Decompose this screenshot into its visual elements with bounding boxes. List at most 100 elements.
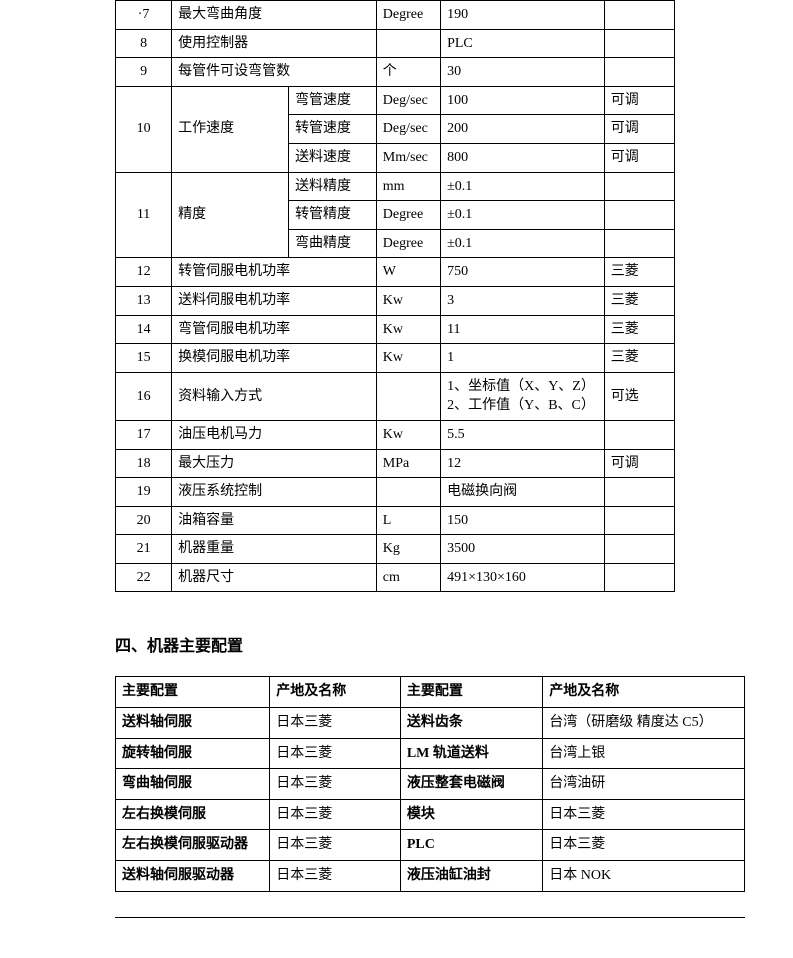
table-cell: 日本三菱 — [543, 830, 745, 861]
row-note — [604, 563, 674, 592]
table-cell: 日本三菱 — [543, 799, 745, 830]
row-name: 使用控制器 — [172, 29, 377, 58]
table-header-cell: 主要配置 — [116, 677, 270, 708]
row-value: 30 — [441, 58, 605, 87]
row-value: 200 — [441, 115, 605, 144]
table-cell: 送料轴伺服驱动器 — [116, 861, 270, 892]
config-table: 主要配置产地及名称主要配置产地及名称送料轴伺服日本三菱送料齿条台湾（研磨级 精度… — [115, 676, 745, 891]
table-row: 11精度送料精度mm±0.1 — [116, 172, 675, 201]
row-unit: cm — [376, 563, 440, 592]
row-note — [604, 172, 674, 201]
section-title: 四、机器主要配置 — [115, 632, 753, 656]
row-note — [604, 229, 674, 258]
row-note: 可选 — [604, 372, 674, 420]
table-row: 10工作速度弯管速度Deg/sec100可调 — [116, 86, 675, 115]
table-row: 21机器重量Kg3500 — [116, 535, 675, 564]
row-unit: L — [376, 506, 440, 535]
row-value: 1、坐标值（X、Y、Z） 2、工作值（Y、B、C） — [441, 372, 605, 420]
row-note — [604, 420, 674, 449]
row-unit: MPa — [376, 449, 440, 478]
spec-table: ·7最大弯曲角度Degree1908使用控制器PLC9每管件可设弯管数个3010… — [115, 0, 675, 592]
table-row: 14弯管伺服电机功率Kw11三菱 — [116, 315, 675, 344]
row-name: 资料输入方式 — [172, 372, 377, 420]
table-cell: 液压油缸油封 — [400, 861, 542, 892]
row-note: 三菱 — [604, 286, 674, 315]
table-row: 左右换模伺服日本三菱模块日本三菱 — [116, 799, 745, 830]
row-unit: 个 — [376, 58, 440, 87]
row-unit: Kg — [376, 535, 440, 564]
row-note: 可调 — [604, 86, 674, 115]
table-row: 8使用控制器PLC — [116, 29, 675, 58]
table-header-cell: 产地及名称 — [543, 677, 745, 708]
row-name: 转管伺服电机功率 — [172, 258, 377, 287]
table-cell: PLC — [400, 830, 542, 861]
table-row: 16资料输入方式 1、坐标值（X、Y、Z） 2、工作值（Y、B、C）可选 — [116, 372, 675, 420]
row-note — [604, 58, 674, 87]
row-unit: Degree — [376, 201, 440, 230]
table-cell: 模块 — [400, 799, 542, 830]
row-value: 12 — [441, 449, 605, 478]
table-row: 12转管伺服电机功率W750三菱 — [116, 258, 675, 287]
row-note — [604, 478, 674, 507]
table-cell: 台湾油研 — [543, 769, 745, 800]
row-note: 可调 — [604, 143, 674, 172]
row-unit: Deg/sec — [376, 86, 440, 115]
table-cell: 日本三菱 — [270, 799, 401, 830]
table-row: 20油箱容量L150 — [116, 506, 675, 535]
table-row: 送料轴伺服驱动器日本三菱液压油缸油封日本 NOK — [116, 861, 745, 892]
table-header-cell: 主要配置 — [400, 677, 542, 708]
row-value: 3500 — [441, 535, 605, 564]
row-name: 精度 — [172, 172, 289, 258]
table-cell: 日本三菱 — [270, 738, 401, 769]
row-number: 18 — [116, 449, 172, 478]
row-name: 机器重量 — [172, 535, 377, 564]
row-unit — [376, 29, 440, 58]
row-number: 16 — [116, 372, 172, 420]
table-row: 22机器尺寸cm491×130×160 — [116, 563, 675, 592]
row-number: 22 — [116, 563, 172, 592]
table-header-row: 主要配置产地及名称主要配置产地及名称 — [116, 677, 745, 708]
row-number: 12 — [116, 258, 172, 287]
row-note: 三菱 — [604, 258, 674, 287]
row-number: ·7 — [116, 1, 172, 30]
row-value: ±0.1 — [441, 229, 605, 258]
table-cell: 日本 NOK — [543, 861, 745, 892]
row-value: 电磁换向阀 — [441, 478, 605, 507]
row-number: 20 — [116, 506, 172, 535]
row-number: 21 — [116, 535, 172, 564]
table-row: 左右换模伺服驱动器日本三菱PLC日本三菱 — [116, 830, 745, 861]
row-unit: mm — [376, 172, 440, 201]
table-row: 17油压电机马力Kw5.5 — [116, 420, 675, 449]
row-unit: Mm/sec — [376, 143, 440, 172]
table-cell: 日本三菱 — [270, 708, 401, 739]
row-subname: 送料精度 — [289, 172, 377, 201]
table-cell: 台湾上银 — [543, 738, 745, 769]
table-cell: 送料齿条 — [400, 708, 542, 739]
row-number: 15 — [116, 344, 172, 373]
row-value: 3 — [441, 286, 605, 315]
row-number: 11 — [116, 172, 172, 258]
row-value: 491×130×160 — [441, 563, 605, 592]
row-name: 油箱容量 — [172, 506, 377, 535]
table-row: 送料轴伺服日本三菱送料齿条台湾（研磨级 精度达 C5） — [116, 708, 745, 739]
table-row: 旋转轴伺服日本三菱LM 轨道送料台湾上银 — [116, 738, 745, 769]
row-name: 弯管伺服电机功率 — [172, 315, 377, 344]
table-cell: 左右换模伺服 — [116, 799, 270, 830]
row-note: 三菱 — [604, 315, 674, 344]
row-value: 5.5 — [441, 420, 605, 449]
row-subname: 弯曲精度 — [289, 229, 377, 258]
row-subname: 弯管速度 — [289, 86, 377, 115]
row-unit: Degree — [376, 229, 440, 258]
table-cell: 液压整套电磁阀 — [400, 769, 542, 800]
table-cell: LM 轨道送料 — [400, 738, 542, 769]
row-note — [604, 535, 674, 564]
row-name: 每管件可设弯管数 — [172, 58, 377, 87]
table-row: ·7最大弯曲角度Degree190 — [116, 1, 675, 30]
row-number: 13 — [116, 286, 172, 315]
row-name: 油压电机马力 — [172, 420, 377, 449]
row-unit — [376, 478, 440, 507]
row-value: 800 — [441, 143, 605, 172]
row-name: 最大弯曲角度 — [172, 1, 377, 30]
row-unit: Kw — [376, 315, 440, 344]
row-note — [604, 506, 674, 535]
